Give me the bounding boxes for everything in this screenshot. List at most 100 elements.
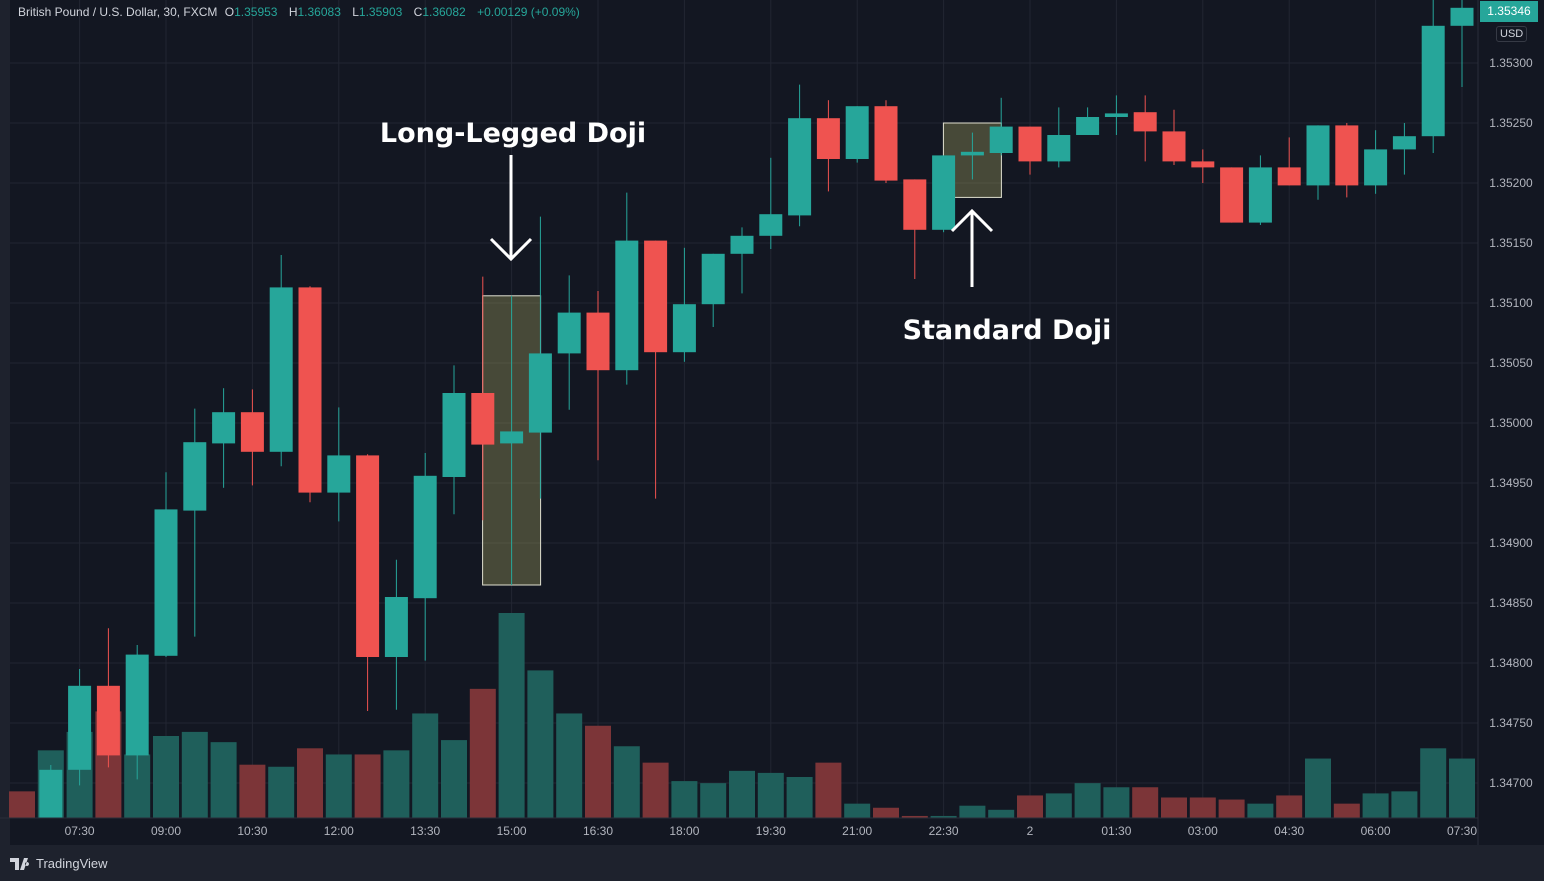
candle-body [1162, 131, 1186, 162]
candle-body [125, 654, 149, 756]
volume-bar [1276, 795, 1303, 818]
time-tick-label: 03:00 [1188, 824, 1218, 838]
tradingview-logo[interactable]: TradingView [10, 856, 108, 871]
tradingview-logo-icon [10, 857, 30, 870]
time-tick-label: 21:00 [842, 824, 872, 838]
candle-body [500, 431, 524, 444]
volume-bar [325, 754, 352, 818]
volume-bar [1074, 783, 1101, 818]
close-value: 1.36082 [422, 5, 466, 19]
candle-body [644, 240, 668, 353]
time-tick-label: 16:30 [583, 824, 613, 838]
time-tick-label: 01:30 [1101, 824, 1131, 838]
candle-body [557, 312, 581, 354]
volume-bar [268, 766, 295, 818]
left-toolbar-edge [0, 0, 10, 845]
price-tick-label: 1.35100 [1489, 296, 1533, 310]
volume-bar [1391, 791, 1418, 818]
candle-body [1450, 7, 1474, 26]
candle-body [1191, 161, 1215, 168]
price-tick-label: 1.35300 [1489, 56, 1533, 70]
volume-bar [786, 777, 813, 818]
volume-bar [556, 713, 583, 818]
candle-body [788, 118, 812, 216]
open-value: 1.35953 [234, 5, 278, 19]
candle-body [816, 118, 840, 159]
volume-bar [383, 750, 410, 818]
price-axis [1478, 0, 1544, 845]
volume-bar [815, 762, 842, 818]
candle-body [932, 155, 956, 230]
standard-doji-label: Standard Doji [902, 315, 1112, 346]
candle-body [1133, 112, 1157, 132]
arrow-head-down-icon [489, 237, 533, 262]
candle-body [1018, 126, 1042, 162]
volume-bar [700, 783, 727, 818]
low-label: L [352, 5, 359, 19]
candlestick-chart[interactable]: 1.35300 1.35250 1.35200 1.35150 1.35100 1.350… [0, 0, 1544, 845]
volume-bar [642, 762, 669, 818]
currency-badge[interactable]: USD [1496, 26, 1528, 42]
candle-body [1047, 135, 1071, 162]
candle-body [68, 685, 92, 770]
candle-body [672, 304, 696, 353]
price-tick-label: 1.34700 [1489, 776, 1533, 790]
candle-body [1421, 25, 1445, 137]
candle-body [730, 235, 754, 254]
candle-body [989, 126, 1013, 153]
volume-bar [1017, 795, 1043, 818]
volume-bar [9, 791, 35, 818]
price-tick-label: 1.35050 [1489, 356, 1533, 370]
time-tick-label: 07:30 [65, 824, 95, 838]
volume-bar [1218, 799, 1245, 818]
candle-body [759, 214, 783, 236]
time-tick-label: 07:30 [1447, 824, 1477, 838]
volume-bar [1247, 803, 1274, 818]
candle-body [39, 769, 63, 818]
time-tick-label: 12:00 [324, 824, 354, 838]
time-tick-label: 19:30 [756, 824, 786, 838]
volume-bar [1362, 793, 1389, 818]
footer-bar [0, 845, 1544, 881]
candle-body [1277, 167, 1301, 186]
price-tick-label: 1.35200 [1489, 176, 1533, 190]
time-tick-label: 10:30 [237, 824, 267, 838]
candle-body [528, 353, 552, 433]
price-tick-label: 1.34800 [1489, 656, 1533, 670]
candle-body [327, 455, 351, 493]
price-tick-label: 1.35250 [1489, 116, 1533, 130]
candle-body [1076, 117, 1100, 135]
volume-bar [412, 713, 439, 818]
candle-body [1248, 167, 1272, 223]
candle-body [1335, 125, 1359, 186]
time-tick-label: 2 [1027, 824, 1034, 838]
time-tick-label: 09:00 [151, 824, 181, 838]
candle-body [1104, 113, 1128, 117]
symbol-legend: British Pound / U.S. Dollar, 30, FXCM O1… [18, 5, 584, 19]
time-tick-label: 18:00 [669, 824, 699, 838]
volume-bar [181, 731, 208, 818]
last-price-tag: 1.35346 [1480, 1, 1538, 22]
volume-bar [1132, 787, 1159, 818]
candle-body [269, 287, 293, 452]
candle-body [212, 412, 236, 444]
volume-bar [613, 746, 640, 818]
candle-body [298, 287, 322, 493]
high-value: 1.36083 [297, 5, 341, 19]
time-tick-label: 15:00 [497, 824, 527, 838]
volume-bar [469, 688, 496, 818]
candle-body [960, 151, 984, 156]
branding-text: TradingView [36, 856, 108, 871]
volume-bar [354, 754, 381, 818]
volume-bar [1103, 787, 1130, 818]
volume-bar [585, 725, 611, 818]
time-tick-label: 13:30 [410, 824, 440, 838]
symbol-name[interactable]: British Pound / U.S. Dollar, 30, FXCM [18, 5, 218, 19]
volume-bar [729, 770, 755, 818]
candle-body [874, 106, 898, 181]
open-label: O [224, 5, 235, 19]
arrow-head-up-icon [950, 208, 994, 233]
candle-body [442, 393, 466, 477]
close-label: C [413, 5, 423, 19]
volume-bar [210, 742, 237, 818]
